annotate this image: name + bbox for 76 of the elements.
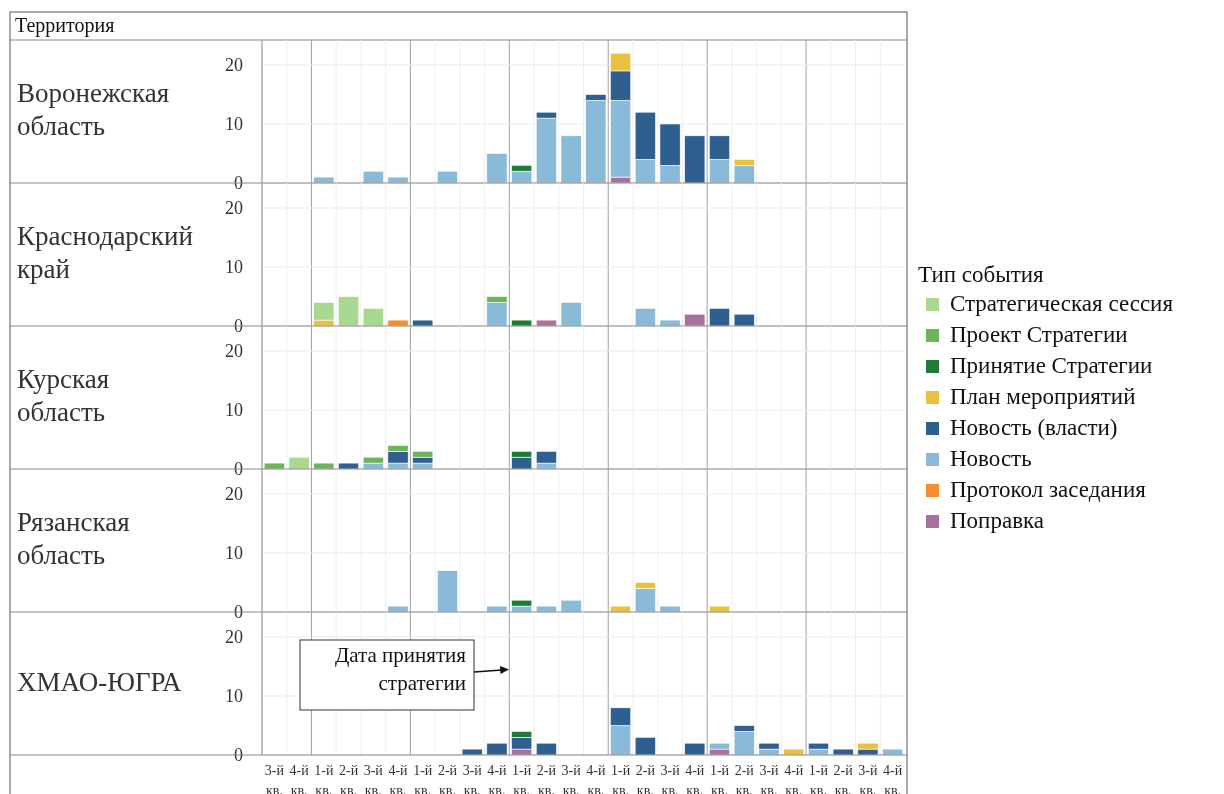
bar — [709, 742, 730, 750]
y-tick-label: 20 — [225, 55, 243, 76]
bar — [634, 737, 656, 756]
bar — [362, 308, 384, 327]
y-tick-label: 0 — [234, 316, 243, 337]
bar — [684, 742, 706, 756]
bar — [362, 170, 384, 184]
bar — [560, 135, 582, 184]
bar — [338, 462, 359, 470]
bar — [486, 153, 508, 184]
y-tick-label: 10 — [225, 686, 243, 707]
bar — [535, 319, 557, 327]
text: Курская область — [17, 364, 110, 427]
bar — [511, 319, 533, 327]
text: Рязанская область — [17, 507, 130, 570]
bar — [387, 176, 409, 184]
bar — [338, 296, 359, 327]
legend-label: План мероприятий — [950, 384, 1136, 409]
bar — [758, 742, 780, 750]
bar — [882, 748, 904, 756]
annotation: Дата принятия стратегии — [334, 643, 467, 695]
bar — [709, 605, 730, 613]
y-tick-label: 0 — [234, 173, 243, 194]
bar — [857, 742, 879, 750]
bar — [659, 319, 681, 327]
bar — [783, 748, 805, 756]
bar — [437, 570, 458, 613]
bar — [263, 462, 285, 470]
bar — [684, 135, 706, 184]
bar — [560, 302, 582, 327]
bar — [733, 313, 755, 327]
y-tick-label: 20 — [225, 627, 243, 648]
y-tick-label: 10 — [225, 400, 243, 421]
bar — [808, 742, 829, 750]
bar — [387, 319, 409, 327]
bar — [684, 313, 706, 327]
y-tick-label: 0 — [234, 459, 243, 480]
bar — [362, 456, 384, 464]
y-tick-label: 0 — [234, 745, 243, 766]
bar — [634, 308, 656, 327]
bar — [461, 748, 483, 756]
bar — [709, 308, 730, 327]
bar — [832, 748, 854, 756]
bar — [486, 605, 508, 613]
text: ХМАО-ЮГРА — [17, 667, 183, 697]
legend-label: Стратегическая сессия — [950, 291, 1174, 316]
y-tick-label: 20 — [225, 341, 243, 362]
bar — [313, 462, 335, 470]
y-tick-label: 20 — [225, 484, 243, 505]
legend-title: Тип события — [918, 262, 1045, 287]
legend-label: Принятие Стратегии — [950, 353, 1153, 378]
text: Краснодарский край — [17, 221, 193, 284]
y-tick-label: 10 — [225, 257, 243, 278]
bar — [610, 605, 632, 613]
legend-label: Поправка — [950, 508, 1045, 533]
bar — [412, 319, 434, 327]
bar — [659, 605, 681, 613]
y-tick-label: 10 — [225, 114, 243, 135]
bar — [535, 451, 557, 464]
bar — [313, 302, 335, 321]
bar — [486, 742, 508, 756]
legend-label: Протокол заседания — [950, 477, 1147, 502]
bar — [560, 599, 582, 613]
bar — [313, 176, 335, 184]
y-tick-label: 0 — [234, 602, 243, 623]
legend-label: Проект Стратегии — [950, 322, 1128, 347]
y-tick-label: 10 — [225, 543, 243, 564]
bar — [387, 605, 409, 613]
text: Воронежская область — [17, 78, 170, 141]
legend-label: Новость (власти) — [950, 415, 1118, 440]
bar — [288, 456, 310, 470]
bar — [535, 605, 557, 613]
legend-label: Новость — [950, 446, 1032, 471]
y-tick-label: 20 — [225, 198, 243, 219]
text: Территория — [15, 14, 115, 37]
bar — [511, 599, 533, 607]
